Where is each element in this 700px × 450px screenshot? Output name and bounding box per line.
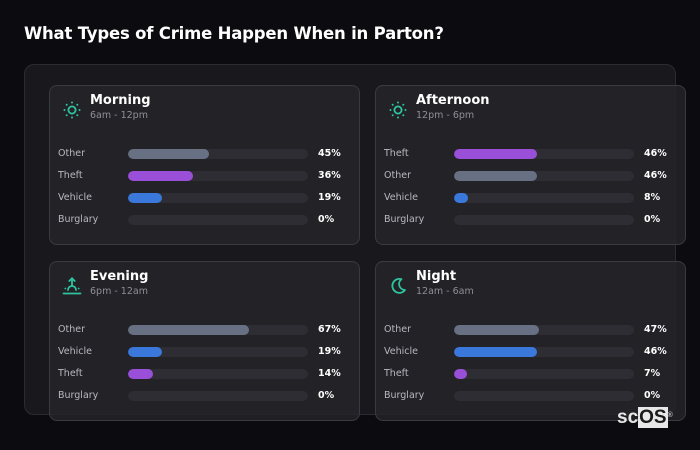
card-morning: Morning 6am - 12pm Other 45% Theft 36% Veh…	[49, 85, 360, 245]
card-title: Night	[416, 269, 457, 284]
bar-fill	[454, 347, 537, 357]
bar-label: Other	[58, 148, 85, 159]
bar-label: Vehicle	[384, 346, 418, 357]
bar-label: Theft	[58, 368, 83, 379]
bar-value: 14%	[318, 368, 341, 379]
bar-label: Theft	[384, 368, 409, 379]
bar-value: 19%	[318, 346, 341, 357]
bar-label: Burglary	[58, 214, 99, 225]
bar-track	[128, 215, 308, 225]
bar-label: Vehicle	[58, 192, 92, 203]
bar-fill	[128, 171, 193, 181]
bar-fill	[454, 193, 469, 203]
card-subtitle: 12am - 6am	[416, 286, 474, 297]
bar-fill	[454, 369, 467, 379]
bar-track	[454, 171, 634, 181]
card-subtitle: 6am - 12pm	[90, 110, 148, 121]
bar-fill	[454, 149, 537, 159]
bar-value: 0%	[644, 390, 661, 401]
bar-value: 47%	[644, 324, 667, 335]
sun-icon	[388, 100, 408, 120]
bar-label: Theft	[384, 148, 409, 159]
bar-track	[454, 215, 634, 225]
bar-track	[128, 369, 308, 379]
card-title: Evening	[90, 269, 149, 284]
bar-track	[128, 391, 308, 401]
bar-label: Other	[58, 324, 85, 335]
sun-icon	[62, 100, 82, 120]
bar-value: 36%	[318, 170, 341, 181]
bar-track	[454, 369, 634, 379]
bar-row: Burglary 0%	[384, 213, 684, 227]
bar-fill	[128, 347, 163, 357]
bar-value: 8%	[644, 192, 661, 203]
bar-track	[128, 347, 308, 357]
bar-label: Other	[384, 170, 411, 181]
moon-icon	[388, 276, 408, 296]
bar-row: Other 45%	[58, 147, 358, 161]
bar-value: 0%	[318, 214, 335, 225]
bar-row: Burglary 0%	[58, 213, 358, 227]
bar-track	[454, 149, 634, 159]
card-evening: Evening 6pm - 12am Other 67% Vehicle 19% T…	[49, 261, 360, 421]
bar-row: Vehicle 19%	[58, 345, 358, 359]
bar-value: 46%	[644, 346, 667, 357]
bar-row: Theft 7%	[384, 367, 684, 381]
scos-logo: scOS®	[617, 407, 673, 428]
bar-value: 45%	[318, 148, 341, 159]
bar-fill	[128, 369, 154, 379]
bar-label: Burglary	[384, 214, 425, 225]
bar-label: Burglary	[58, 390, 99, 401]
bar-row: Theft 46%	[384, 147, 684, 161]
bar-fill	[454, 171, 537, 181]
sunset-icon	[62, 276, 82, 296]
bar-value: 46%	[644, 148, 667, 159]
card-afternoon: Afternoon 12pm - 6pm Theft 46% Other 46% V…	[375, 85, 686, 245]
bar-row: Vehicle 19%	[58, 191, 358, 205]
bar-label: Theft	[58, 170, 83, 181]
bar-fill	[128, 193, 163, 203]
bar-value: 67%	[318, 324, 341, 335]
bar-track	[128, 193, 308, 203]
bar-track	[128, 149, 308, 159]
bar-fill	[128, 325, 249, 335]
bar-row: Theft 36%	[58, 169, 358, 183]
bar-row: Vehicle 46%	[384, 345, 684, 359]
bar-row: Burglary 0%	[58, 389, 358, 403]
bar-label: Burglary	[384, 390, 425, 401]
page-title: What Types of Crime Happen When in Parto…	[24, 24, 444, 43]
bar-value: 46%	[644, 170, 667, 181]
bar-value: 0%	[644, 214, 661, 225]
bar-fill	[128, 149, 209, 159]
bar-label: Vehicle	[384, 192, 418, 203]
bar-fill	[454, 325, 539, 335]
bar-label: Vehicle	[58, 346, 92, 357]
card-title: Morning	[90, 93, 151, 108]
bar-row: Other 67%	[58, 323, 358, 337]
bar-row: Vehicle 8%	[384, 191, 684, 205]
bar-track	[454, 391, 634, 401]
bar-value: 19%	[318, 192, 341, 203]
bar-row: Other 46%	[384, 169, 684, 183]
bar-track	[454, 193, 634, 203]
bar-row: Other 47%	[384, 323, 684, 337]
bar-row: Burglary 0%	[384, 389, 684, 403]
bar-value: 7%	[644, 368, 661, 379]
bar-label: Other	[384, 324, 411, 335]
bar-track	[128, 325, 308, 335]
bar-row: Theft 14%	[58, 367, 358, 381]
bar-track	[128, 171, 308, 181]
card-night: Night 12am - 6am Other 47% Vehicle 46% The…	[375, 261, 686, 421]
card-title: Afternoon	[416, 93, 490, 108]
card-subtitle: 6pm - 12am	[90, 286, 148, 297]
bar-track	[454, 347, 634, 357]
bar-value: 0%	[318, 390, 335, 401]
bar-track	[454, 325, 634, 335]
card-subtitle: 12pm - 6pm	[416, 110, 475, 121]
